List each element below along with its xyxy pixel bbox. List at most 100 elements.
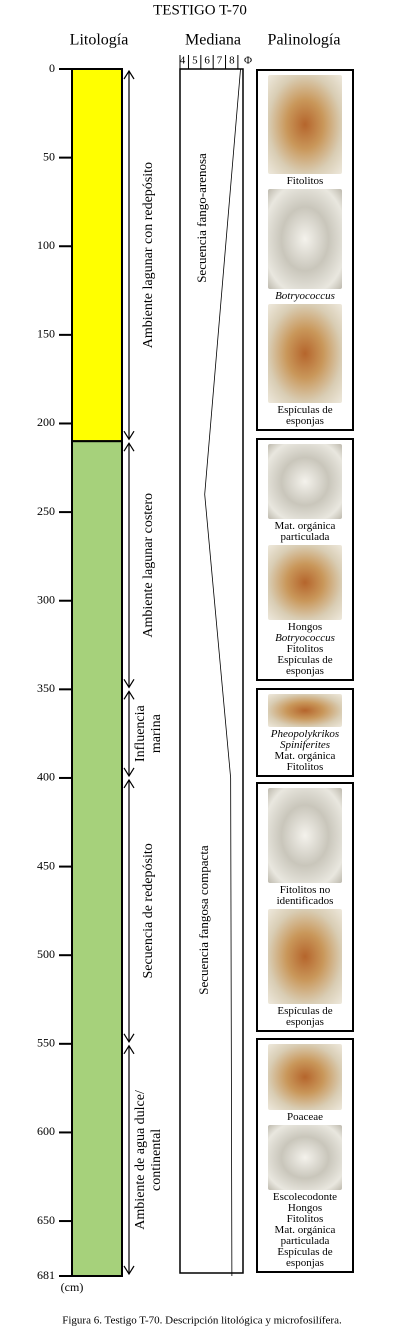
sequence-label: Secuencia fangosa compacta bbox=[196, 845, 211, 995]
caption-line: Fitolitos no bbox=[279, 883, 331, 896]
caption-line: Spiniferites bbox=[279, 738, 331, 751]
arrow-head bbox=[123, 1265, 135, 1276]
median-unit: Φ bbox=[244, 55, 252, 67]
median-header: Mediana bbox=[185, 32, 241, 49]
caption-line: esponjas bbox=[286, 415, 324, 428]
palynology-zone: Pheopolykrikos Spiniferites Mat. orgánica F… bbox=[256, 687, 354, 777]
environment-label: continental bbox=[149, 1129, 164, 1191]
lithology-layer bbox=[71, 440, 123, 1277]
micrograph bbox=[268, 544, 342, 621]
environment-label: Influencia bbox=[133, 704, 148, 762]
caption-line: Mat. orgánica bbox=[274, 519, 336, 532]
arrow-head bbox=[123, 1044, 135, 1055]
depth-tick-label: 200 bbox=[37, 415, 55, 429]
arrow-head bbox=[123, 767, 135, 778]
micrograph-caption: Espículas de esponjas bbox=[277, 1004, 333, 1028]
caption-line: Fitolitos bbox=[286, 760, 324, 773]
depth-tick-label: 450 bbox=[37, 858, 55, 872]
caption-line: particulada bbox=[280, 1234, 330, 1247]
caption-line: identificados bbox=[276, 894, 334, 907]
arrow-head bbox=[123, 69, 135, 80]
lithology-header: Litología bbox=[70, 32, 129, 49]
caption-line: Espículas de bbox=[277, 654, 333, 667]
depth-tick-label: 50 bbox=[43, 149, 55, 163]
median-tick-label: 4 bbox=[180, 55, 186, 67]
median-frame bbox=[179, 68, 244, 1274]
caption-line: Fitolitos bbox=[286, 1212, 324, 1225]
arrow-head bbox=[123, 679, 135, 689]
depth-tick-label: 500 bbox=[37, 947, 55, 961]
arrow-head bbox=[123, 430, 135, 441]
palynology-zone: Fitolitos no identificados Espículas de esp… bbox=[256, 781, 354, 1032]
caption-line: Hongos bbox=[287, 621, 323, 634]
depth-tick-label: 681 bbox=[37, 1268, 55, 1282]
environment-label: Ambiente lagunar costero bbox=[141, 493, 156, 638]
micrograph bbox=[268, 787, 342, 883]
depth-tick-label: 150 bbox=[37, 327, 55, 341]
caption-line: Espículas de bbox=[277, 404, 333, 417]
depth-tick-label: 650 bbox=[37, 1213, 55, 1227]
caption-line: Fitolitos bbox=[286, 643, 324, 656]
micrograph-caption: Poaceae bbox=[286, 1110, 324, 1123]
micrograph-caption: Botryococcus bbox=[275, 290, 335, 302]
depth-tick-label: 400 bbox=[37, 770, 55, 784]
caption-line: Botryococcus bbox=[275, 632, 335, 645]
micrograph-caption: Pheopolykrikos Spiniferites Mat. orgánica F… bbox=[270, 727, 340, 773]
environment-label: Secuencia de redepósito bbox=[141, 843, 156, 978]
median-tick-label: 6 bbox=[204, 55, 210, 67]
depth-tick-label: 250 bbox=[37, 504, 55, 518]
caption-line: esponjas bbox=[286, 1015, 324, 1028]
micrograph bbox=[268, 908, 342, 1004]
caption-line: particulada bbox=[280, 530, 330, 543]
depth-unit: (cm) bbox=[61, 1280, 84, 1294]
depth-tick-label: 550 bbox=[37, 1036, 55, 1050]
caption-line: Hongos bbox=[287, 1201, 323, 1214]
micrograph-caption: Fitolitos no identificados bbox=[276, 883, 334, 907]
palynology-header: Palinología bbox=[268, 32, 341, 49]
micrograph bbox=[268, 1044, 342, 1110]
arrow-head bbox=[123, 1033, 135, 1043]
micrograph bbox=[268, 693, 342, 727]
caption-line: Pheopolykrikos bbox=[270, 727, 340, 740]
arrow-head bbox=[123, 690, 135, 700]
arrow-head bbox=[123, 778, 135, 789]
micrograph bbox=[268, 1124, 342, 1190]
caption-line: Mat. orgánica bbox=[274, 749, 336, 762]
sequence-label: Secuencia fango-arenosa bbox=[194, 153, 209, 283]
median-tick-label: 8 bbox=[229, 55, 235, 67]
micrograph bbox=[268, 75, 342, 175]
caption-line: Escolecodonte bbox=[272, 1190, 338, 1203]
caption-line: Fitolitos bbox=[286, 175, 324, 188]
median-tick-label: 5 bbox=[192, 55, 198, 67]
depth-tick-label: 350 bbox=[37, 681, 55, 695]
palynology-zone: Fitolitos Botryococcus Espículas de esponja… bbox=[256, 69, 354, 432]
caption-line: Espículas de bbox=[277, 1004, 333, 1017]
caption-line: Poaceae bbox=[286, 1110, 324, 1123]
environment-label: marina bbox=[149, 713, 164, 753]
palynology-zone: Mat. orgánica particulada Hongos Botryococc… bbox=[256, 437, 354, 682]
arrow-head bbox=[123, 442, 135, 452]
caption-line: esponjas bbox=[286, 1256, 324, 1269]
caption-line: Espículas de bbox=[277, 1245, 333, 1258]
caption-line: esponjas bbox=[286, 665, 324, 678]
micrograph-caption: Hongos Botryococcus Fitolitos Espículas de e… bbox=[275, 622, 335, 677]
micrograph-caption: Mat. orgánica particulada bbox=[274, 519, 336, 543]
micrograph-caption: Escolecodonte Hongos Fitolitos Mat. orgánic… bbox=[272, 1190, 338, 1269]
median-line bbox=[204, 68, 241, 1277]
lithology-layer bbox=[71, 68, 123, 443]
micrograph bbox=[268, 443, 342, 519]
micrograph bbox=[268, 303, 342, 404]
depth-tick-label: 300 bbox=[37, 592, 55, 606]
environment-label: Ambiente de agua dulce/ bbox=[133, 1090, 148, 1230]
depth-tick-label: 0 bbox=[49, 61, 55, 75]
micrograph bbox=[268, 189, 342, 289]
title: TESTIGO T-70 bbox=[153, 2, 247, 18]
depth-tick-label: 100 bbox=[37, 238, 55, 252]
caption-line: Mat. orgánica bbox=[274, 1223, 336, 1236]
palynology-zone: Poaceae Escolecodonte Hongos Fitolitos Mat. … bbox=[256, 1038, 354, 1273]
environment-label: Ambiente lagunar con redepósito bbox=[141, 162, 156, 348]
micrograph-caption: Fitolitos bbox=[287, 176, 324, 187]
depth-tick-label: 600 bbox=[37, 1124, 55, 1138]
